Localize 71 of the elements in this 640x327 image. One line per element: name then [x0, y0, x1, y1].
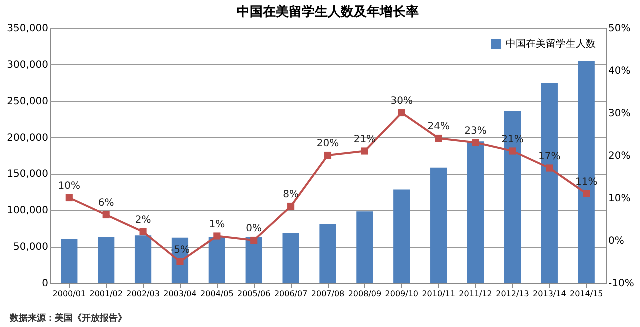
- x-tick-label: 2005/06: [237, 290, 271, 298]
- point: [288, 202, 295, 210]
- bar: [61, 239, 78, 283]
- y2-tick-label: 50%: [608, 24, 631, 34]
- x-tick-label: 2012/13: [496, 290, 530, 298]
- y-tick-label: 100,000: [7, 206, 48, 217]
- point: [214, 232, 221, 240]
- data-label: 1%: [209, 219, 226, 230]
- x-tick-label: 2004/05: [200, 290, 234, 298]
- y2-tick-label: 40%: [608, 66, 631, 77]
- point: [102, 211, 110, 219]
- y-tick-label: 50,000: [14, 242, 48, 254]
- bar: [134, 236, 152, 283]
- bar: [394, 190, 410, 283]
- x-tick-label: 2006/07: [274, 290, 308, 298]
- data-label: 23%: [464, 126, 487, 137]
- point: [546, 164, 554, 172]
- x-tick-label: 2011/12: [459, 290, 492, 298]
- data-label: 2%: [135, 215, 152, 226]
- y-tick-label: 250,000: [7, 96, 48, 108]
- data-label: 30%: [390, 96, 414, 107]
- bar: [356, 212, 374, 283]
- data-label: 20%: [316, 138, 340, 150]
- bar: [504, 111, 522, 283]
- data-label: 24%: [428, 122, 450, 132]
- point: [140, 228, 147, 236]
- y-tick-label: 350,000: [7, 24, 48, 34]
- y2-tick-label: 10%: [608, 194, 631, 204]
- bar: [246, 237, 262, 283]
- point: [361, 148, 368, 155]
- x-tick-label: 2007/08: [311, 290, 345, 298]
- bar: [467, 142, 484, 283]
- legend-label: 中国在美留学生人数: [506, 38, 596, 50]
- x-tick-label: 2010/11: [422, 290, 456, 298]
- point: [324, 152, 332, 160]
- x-tick-label: 2008/09: [348, 290, 382, 298]
- y-tick-label: 200,000: [7, 132, 48, 144]
- bar: [98, 237, 115, 283]
- point: [398, 109, 406, 117]
- point: [472, 139, 480, 146]
- x-tick-label: 2014/15: [570, 290, 604, 298]
- point: [435, 134, 442, 142]
- y-tick-label: 300,000: [7, 60, 48, 71]
- y-tick-label: 150,000: [7, 169, 48, 180]
- point: [250, 236, 258, 244]
- y2-tick-label: 0%: [608, 236, 624, 247]
- source-note: 数据来源：美国《开放报告》: [9, 313, 127, 324]
- data-label: 21%: [354, 134, 376, 146]
- bar: [208, 237, 226, 283]
- chart-title: 中国在美留学生人数及年增长率: [237, 4, 419, 20]
- x-tick-label: 2003/04: [164, 290, 197, 298]
- x-tick-label: 2000/01: [52, 290, 86, 298]
- x-tick-label: 2009/10: [385, 290, 419, 298]
- y2-tick-label: -10%: [608, 278, 634, 290]
- x-tick-label: 2001/02: [90, 290, 123, 298]
- point: [509, 148, 516, 155]
- x-tick-label: 2013/14: [533, 290, 566, 298]
- data-label: 6%: [98, 198, 114, 209]
- data-label: 8%: [283, 190, 299, 200]
- y2-tick-label: 30%: [608, 108, 631, 120]
- point: [583, 190, 590, 198]
- point: [66, 194, 73, 202]
- y-tick-label: 0: [42, 278, 48, 290]
- bar: [430, 168, 448, 283]
- data-label: 0%: [246, 224, 262, 234]
- bar: [320, 224, 336, 283]
- y2-tick-label: 20%: [608, 151, 631, 162]
- point: [176, 258, 184, 266]
- bar: [282, 233, 300, 283]
- x-tick-label: 2002/03: [126, 290, 160, 298]
- data-label: 10%: [58, 181, 81, 192]
